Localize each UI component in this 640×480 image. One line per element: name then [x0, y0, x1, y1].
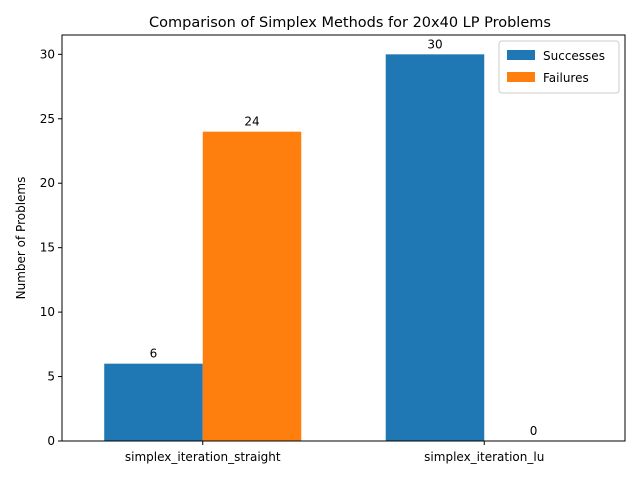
- y-tick-label: 30: [40, 47, 55, 61]
- y-tick-label: 10: [40, 305, 55, 319]
- y-tick-label: 15: [40, 241, 55, 255]
- data-label-successes-simplex_iteration_lu: 30: [427, 37, 442, 51]
- y-axis: 0 5 10 15 20 25 30: [40, 47, 62, 448]
- bar-failures-simplex_iteration_straight: [202, 131, 302, 441]
- legend-swatch-successes: [507, 50, 535, 60]
- chart-title: Comparison of Simplex Methods for 20x40 …: [149, 15, 551, 31]
- bar-successes-simplex_iteration_lu: [385, 54, 485, 441]
- legend-swatch-failures: [507, 72, 535, 82]
- y-tick-label: 5: [47, 370, 55, 384]
- data-labels-layer: 6 30 24 0: [150, 37, 538, 438]
- x-tick-label-simplex_iteration_lu: simplex_iteration_lu: [424, 450, 544, 464]
- y-tick-label: 25: [40, 112, 55, 126]
- legend-label-failures: Failures: [543, 71, 589, 85]
- legend-label-successes: Successes: [543, 49, 605, 63]
- data-label-failures-simplex_iteration_lu: 0: [530, 424, 538, 438]
- y-axis-label: Number of Problems: [14, 177, 28, 300]
- legend: Successes Failures: [498, 40, 620, 94]
- y-tick-label: 0: [47, 434, 55, 448]
- x-axis: simplex_iteration_straight simplex_iterat…: [125, 441, 544, 464]
- x-tick-label-simplex_iteration_straight: simplex_iteration_straight: [125, 450, 281, 464]
- plot-frame: [61, 34, 626, 442]
- bar-successes-simplex_iteration_straight: [104, 363, 203, 441]
- y-tick-label: 20: [40, 176, 55, 190]
- data-label-successes-simplex_iteration_straight: 6: [150, 347, 158, 361]
- bars-layer: [104, 54, 485, 441]
- data-label-failures-simplex_iteration_straight: 24: [244, 115, 259, 129]
